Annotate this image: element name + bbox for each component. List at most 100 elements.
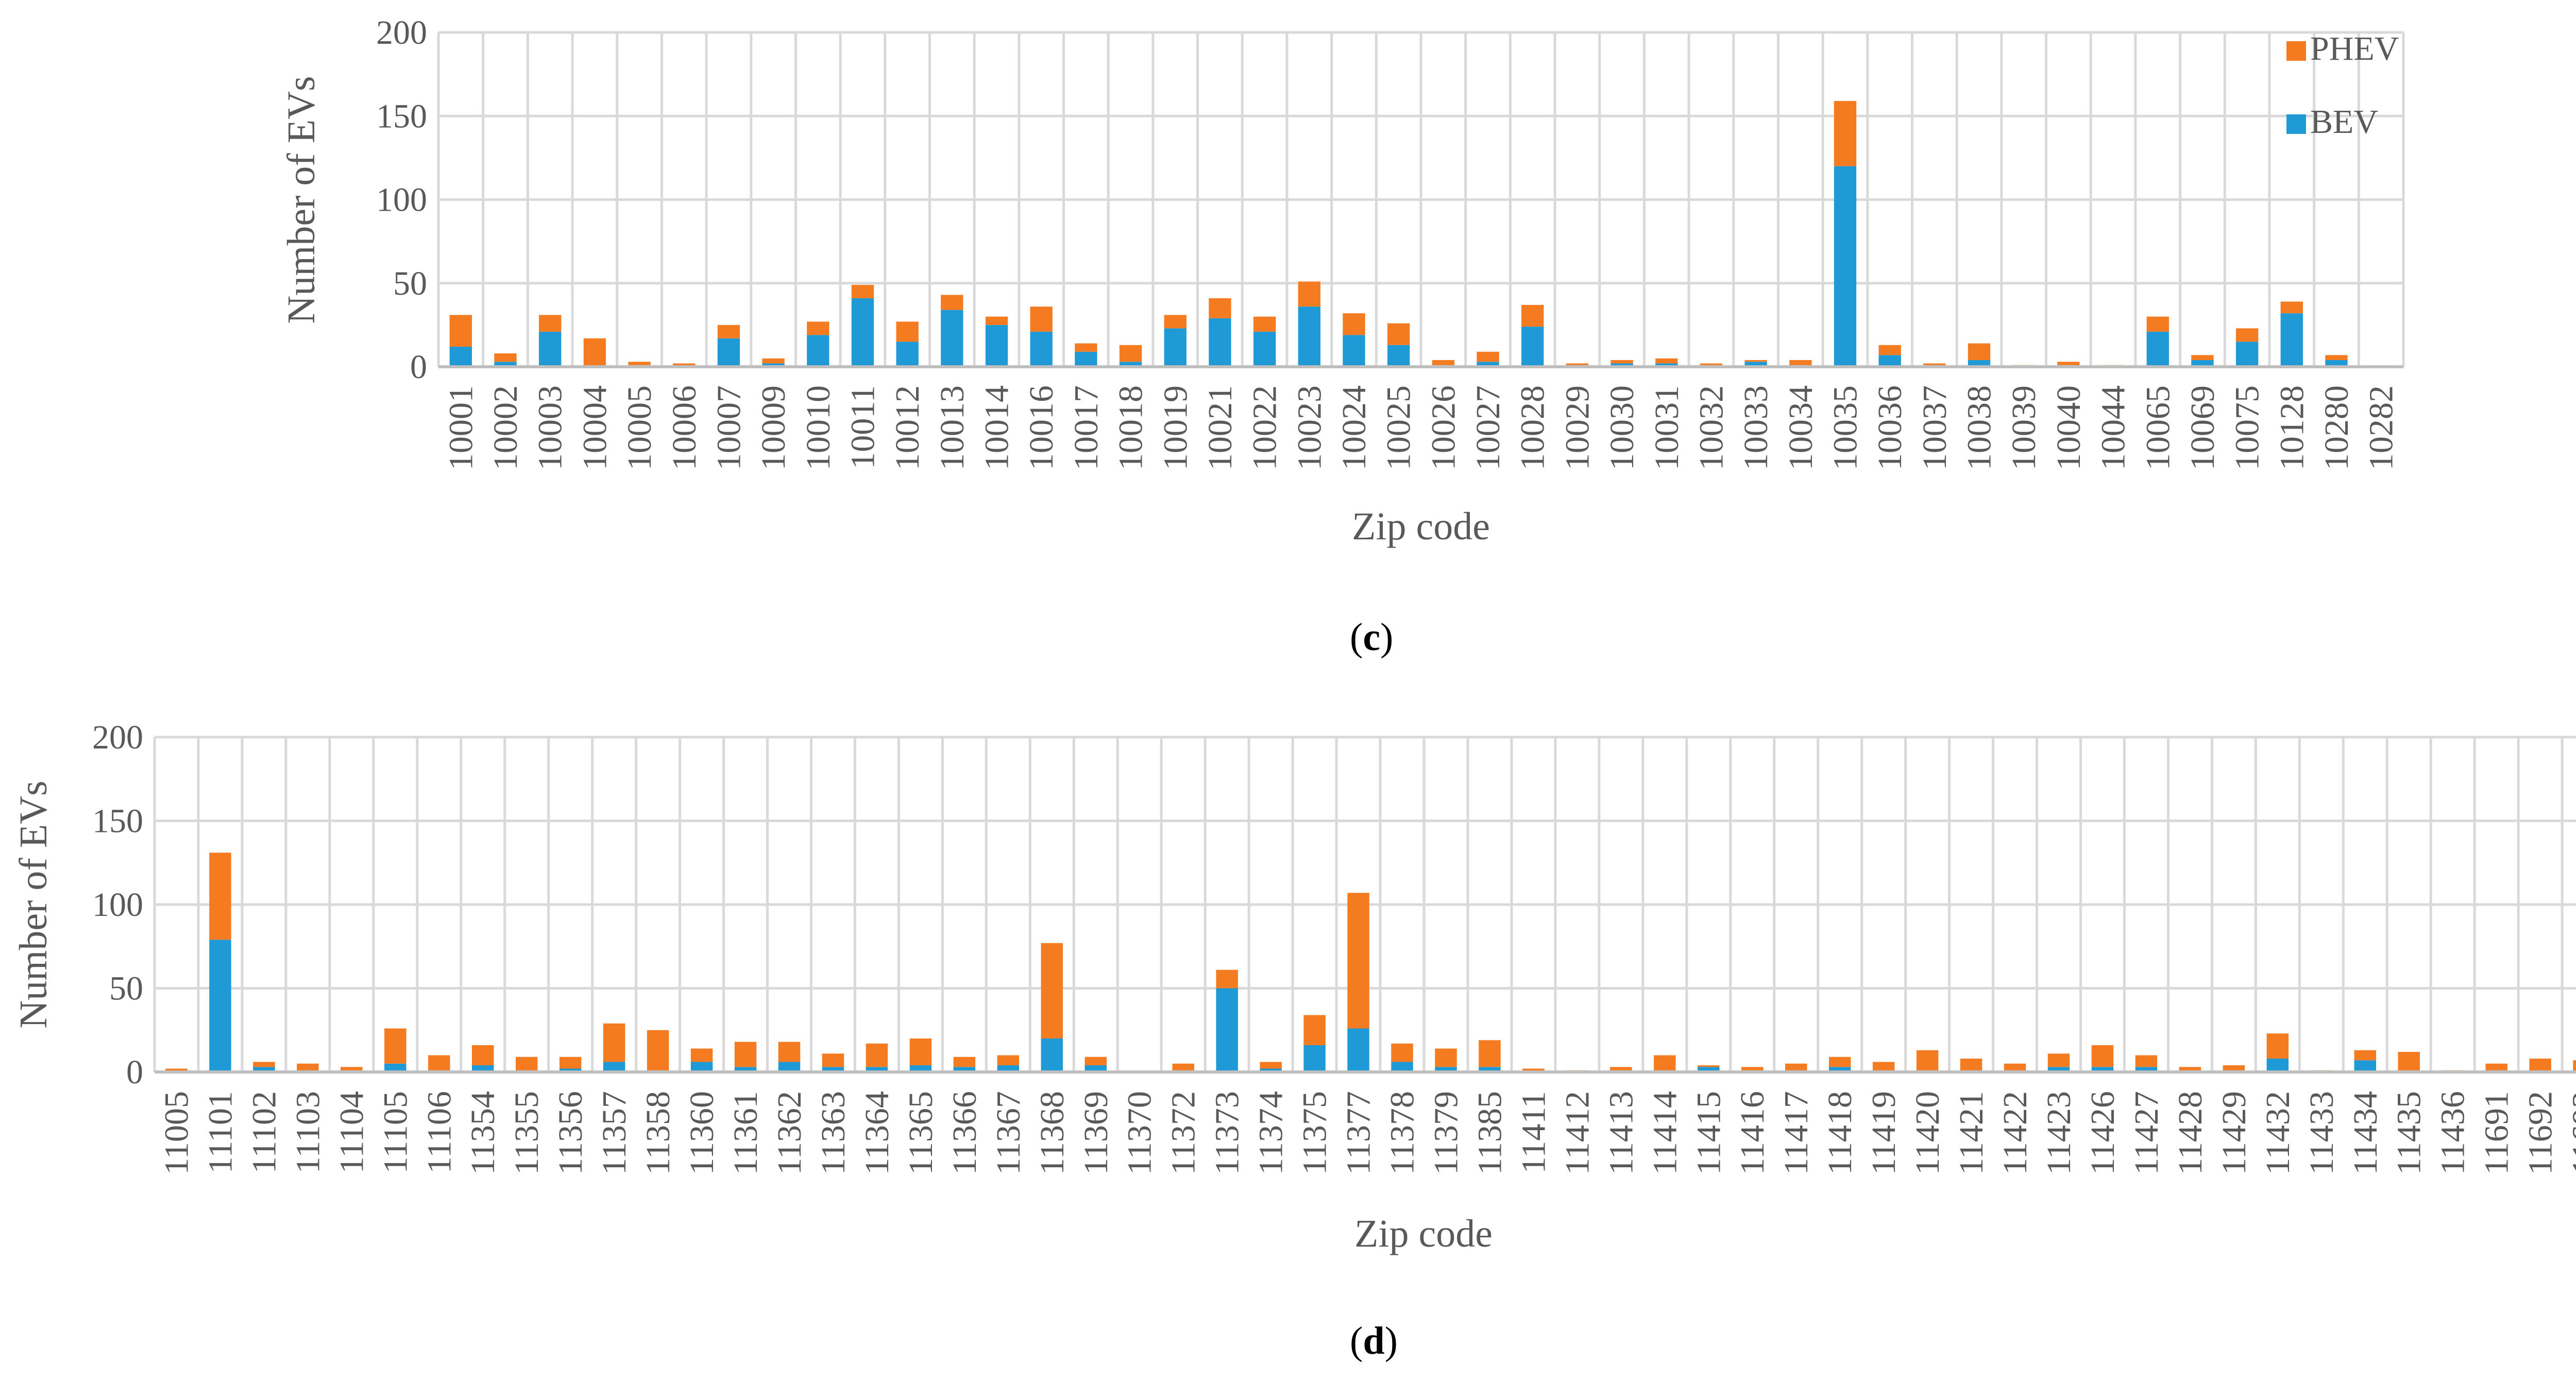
x-tick-label: 11693	[2566, 1091, 2576, 1175]
bar-bev-11105	[384, 1063, 406, 1072]
x-tick-label: 11421	[1953, 1091, 1990, 1175]
x-tick-label: 10069	[2184, 385, 2222, 470]
bar-bev-11367	[997, 1065, 1020, 1072]
x-tick-label: 11418	[1821, 1091, 1859, 1175]
x-tick-label: 11364	[858, 1091, 896, 1175]
x-tick-label: 11368	[1033, 1091, 1071, 1175]
x-tick-label: 11375	[1296, 1091, 1334, 1175]
bar-phev-10069	[2191, 355, 2214, 361]
x-tick-label: 10031	[1648, 385, 1686, 470]
x-tick-label: 11422	[1996, 1091, 2034, 1175]
bar-bev-10023	[1298, 307, 1320, 367]
bar-phev-11375	[1303, 1015, 1326, 1045]
x-tick-label: 10023	[1291, 385, 1328, 470]
bar-phev-10035	[1834, 101, 1857, 166]
x-tick-label: 11411	[1515, 1091, 1552, 1173]
x-tick-label: 10033	[1737, 385, 1775, 470]
x-tick-label: 10019	[1157, 385, 1194, 470]
legend-phev-swatch	[2286, 41, 2306, 61]
y-tick-label: 50	[109, 970, 143, 1008]
bar-bev-10065	[2146, 331, 2169, 367]
x-tick-label: 10282	[2363, 385, 2400, 470]
bar-phev-10029	[1566, 363, 1589, 365]
x-tick-label: 10044	[2095, 385, 2132, 470]
bar-bev-11418	[1828, 1067, 1851, 1072]
x-tick-label: 11373	[1209, 1091, 1246, 1175]
x-axis-title: Zip code	[1352, 505, 1490, 548]
bar-phev-10010	[807, 321, 829, 335]
bar-phev-10038	[1968, 343, 1991, 361]
x-tick-label: 10004	[576, 385, 614, 470]
x-tick-label: 10027	[1469, 385, 1507, 470]
bar-bev-11102	[253, 1067, 275, 1072]
bar-phev-10011	[851, 284, 874, 298]
x-tick-label: 10039	[2005, 385, 2043, 470]
x-tick-label: 11423	[2040, 1091, 2078, 1175]
y-tick-label: 150	[376, 97, 427, 135]
bar-bev-10025	[1387, 345, 1410, 367]
x-tick-label: 10017	[1067, 385, 1105, 470]
bar-bev-11364	[866, 1067, 888, 1072]
bar-phev-11415	[1698, 1065, 1720, 1067]
x-tick-label: 10025	[1380, 385, 1418, 470]
x-tick-label: 11105	[377, 1091, 414, 1173]
bar-bev-10030	[1611, 363, 1633, 367]
bar-phev-11105	[384, 1028, 406, 1064]
bar-bev-11426	[2091, 1067, 2114, 1072]
x-tick-label: 10032	[1692, 385, 1730, 470]
bar-bev-10028	[1521, 327, 1544, 367]
bar-phev-10006	[673, 363, 696, 367]
panel-label-d: (d)	[1350, 1319, 1398, 1363]
bar-phev-10012	[896, 321, 919, 342]
x-tick-label: 11372	[1165, 1091, 1202, 1175]
bar-phev-10032	[1700, 363, 1723, 365]
bar-bev-11374	[1260, 1068, 1282, 1072]
x-tick-label: 11419	[1865, 1091, 1903, 1175]
legend-bev-swatch	[2286, 114, 2306, 134]
bar-phev-11360	[690, 1048, 713, 1062]
bar-bev-11365	[909, 1065, 932, 1072]
bar-bev-11101	[209, 940, 231, 1072]
bar-phev-11385	[1479, 1040, 1501, 1067]
x-tick-label: 10002	[487, 385, 524, 470]
bar-bev-11362	[778, 1062, 801, 1072]
bar-phev-11691	[2485, 1063, 2507, 1070]
x-tick-label: 10029	[1558, 385, 1596, 470]
bar-phev-11355	[515, 1057, 538, 1070]
x-tick-label: 10012	[889, 385, 926, 470]
x-tick-label: 10034	[1782, 385, 1820, 470]
bar-bev-11377	[1347, 1028, 1369, 1072]
x-tick-label: 10011	[844, 385, 882, 469]
bar-bev-11373	[1216, 988, 1238, 1072]
x-tick-label: 11427	[2128, 1091, 2165, 1175]
x-tick-label: 11414	[1646, 1091, 1684, 1175]
bar-phev-10037	[1923, 363, 1946, 365]
bar-bev-10024	[1343, 335, 1365, 367]
x-tick-label: 11432	[2259, 1091, 2297, 1175]
x-tick-label: 11429	[2215, 1091, 2253, 1175]
bar-phev-11365	[909, 1038, 932, 1065]
bar-phev-10026	[1432, 360, 1455, 365]
bar-bev-11363	[822, 1067, 844, 1072]
x-tick-label: 11416	[1734, 1091, 1771, 1175]
bar-phev-10014	[985, 316, 1008, 325]
x-tick-label: 10013	[934, 385, 971, 470]
bar-bev-11378	[1391, 1062, 1413, 1072]
x-tick-label: 11413	[1602, 1091, 1640, 1175]
bar-phev-11427	[2135, 1055, 2158, 1067]
x-tick-label: 11005	[158, 1091, 195, 1175]
x-tick-label: 11360	[683, 1091, 721, 1175]
bar-bev-10018	[1119, 362, 1142, 367]
x-tick-label: 10010	[800, 385, 837, 470]
bar-phev-11103	[297, 1063, 319, 1070]
bar-phev-11413	[1610, 1067, 1632, 1070]
bar-phev-11423	[2047, 1053, 2070, 1067]
bar-bev-11369	[1084, 1065, 1107, 1072]
x-tick-label: 10065	[2139, 385, 2177, 470]
x-tick-label: 11692	[2522, 1091, 2560, 1175]
bar-phev-11418	[1828, 1057, 1851, 1067]
bar-bev-10033	[1744, 362, 1767, 367]
x-tick-label: 11417	[1777, 1091, 1815, 1175]
x-tick-label: 11436	[2434, 1091, 2472, 1175]
